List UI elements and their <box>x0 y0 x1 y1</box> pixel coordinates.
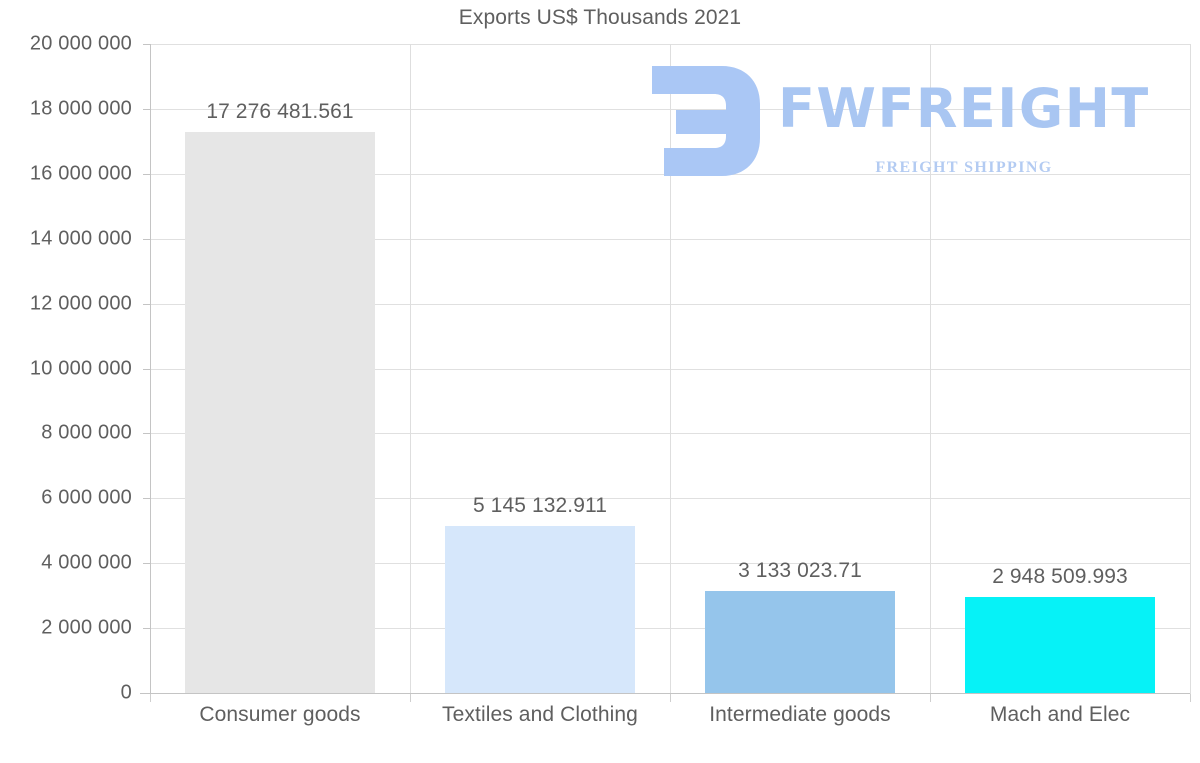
y-axis-tick-mark <box>143 368 150 370</box>
x-axis-category-label: Textiles and Clothing <box>442 703 638 726</box>
y-axis-tick-label: 6 000 000 <box>41 486 132 509</box>
x-axis-tick-mark <box>1190 694 1191 702</box>
y-axis-tick-mark <box>143 433 150 435</box>
bar[interactable] <box>445 526 635 693</box>
y-axis-tick-label: 16 000 000 <box>29 162 132 185</box>
y-axis-tick-mark <box>143 44 150 45</box>
category-separator <box>410 44 411 701</box>
x-axis-category-label: Consumer goods <box>199 703 361 726</box>
y-axis-tick-mark <box>143 303 150 305</box>
y-axis-tick-label: 12 000 000 <box>29 292 132 315</box>
bar[interactable] <box>965 597 1155 693</box>
category-separator <box>930 44 931 701</box>
y-axis-tick-mark <box>143 693 150 694</box>
y-axis-tick-mark <box>143 628 150 630</box>
y-axis-tick-label: 2 000 000 <box>41 616 132 639</box>
bar-value-label: 17 276 481.561 <box>206 100 354 124</box>
y-axis-tick-label: 0 <box>120 681 132 704</box>
chart-title: Exports US$ Thousands 2021 <box>458 6 742 29</box>
x-axis-tick-mark <box>930 694 931 702</box>
y-axis-line <box>150 44 151 694</box>
bar-value-label: 3 133 023.71 <box>738 559 862 583</box>
y-axis-tick-label: 10 000 000 <box>29 357 132 379</box>
y-axis-tick-mark <box>143 238 150 240</box>
x-axis-category-label: Intermediate goods <box>709 703 891 726</box>
y-axis-tick-label: 4 000 000 <box>41 551 132 574</box>
bar[interactable] <box>705 591 895 693</box>
bar-value-label: 5 145 132.911 <box>472 494 608 518</box>
y-axis-tick-labels: 0 2 000 000 4 000 000 6 000 000 8 000 000 10 … <box>0 0 150 763</box>
y-axis-tick-mark <box>143 108 150 110</box>
plot-area <box>150 44 1191 701</box>
bar[interactable] <box>185 132 375 693</box>
y-axis-tick-mark <box>143 498 150 500</box>
y-axis-tick-label: 20 000 000 <box>29 32 132 55</box>
y-axis-tick-mark <box>143 173 150 175</box>
y-axis-tick-label: 8 000 000 <box>41 421 132 444</box>
y-axis-tick-label: 18 000 000 <box>29 97 132 120</box>
bar-value-label: 2 948 509.993 <box>992 565 1128 589</box>
x-axis-category-label: Mach and Elec <box>989 703 1131 726</box>
y-axis-tick-mark <box>143 563 150 565</box>
category-separator <box>1190 44 1191 701</box>
category-separator <box>670 44 671 701</box>
x-axis-tick-mark <box>410 694 411 702</box>
x-axis-tick-mark <box>670 694 671 702</box>
x-axis-line <box>140 693 1190 694</box>
y-axis-tick-label: 14 000 000 <box>29 227 132 250</box>
x-axis-tick-mark <box>150 694 151 702</box>
